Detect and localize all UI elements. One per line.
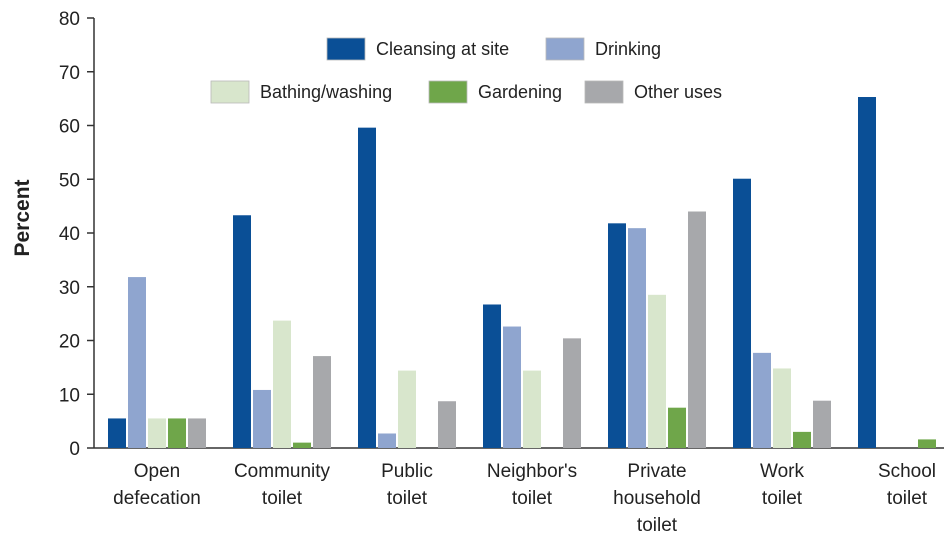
bar-other-uses-4 [688,211,706,448]
y-tick-label: 80 [59,9,80,30]
bar-cleansing-at-site-2 [358,127,376,449]
bar-other-uses-3 [563,338,581,448]
x-category-label: toilet [262,488,303,509]
x-category-label: toilet [762,488,803,509]
y-tick-label: 20 [59,332,80,353]
y-tick-label: 40 [59,224,80,245]
y-tick-label: 30 [59,278,80,299]
bar-gardening-4 [668,407,686,448]
x-category-label: Open [134,461,180,482]
legend-swatch [545,37,585,61]
x-category-label: toilet [637,515,678,533]
bar-drinking-3 [503,326,521,448]
x-category-label: Work [760,461,804,482]
legend-label: Cleansing at site [376,39,509,59]
x-category-label: Public [381,461,433,482]
bar-bathing-washing-4 [648,294,666,448]
x-category-label: toilet [887,488,928,509]
bar-other-uses-0 [188,418,206,448]
x-category-label: School [878,461,936,482]
bar-bathing-washing-0 [148,418,166,448]
bar-gardening-5 [793,431,811,448]
y-axis: 0 10 20 30 40 50 60 70 80 [59,9,95,460]
bar-bathing-washing-1 [273,320,291,448]
bar-other-uses-1 [313,356,331,448]
bar-cleansing-at-site-3 [483,304,501,448]
bar-drinking-0 [128,277,146,448]
bar-cleansing-at-site-6 [858,97,876,448]
bar-other-uses-2 [438,401,456,448]
bar-drinking-4 [628,228,646,448]
legend-swatch [428,80,468,104]
x-category-label: household [613,488,701,509]
x-category-label: defecation [113,488,201,509]
bar-cleansing-at-site-5 [733,178,751,448]
bar-other-uses-5 [813,400,831,448]
y-tick-label: 50 [59,170,80,191]
legend-swatch [326,37,366,61]
bars [108,97,936,449]
y-tick-label: 70 [59,63,80,84]
y-tick-label: 60 [59,117,80,138]
legend-label: Gardening [478,82,562,102]
bar-gardening-6 [918,439,936,448]
bar-drinking-1 [253,389,271,448]
bar-bathing-washing-3 [523,370,541,448]
bar-cleansing-at-site-0 [108,418,126,448]
y-tick-label: 0 [69,439,80,460]
legend-label: Drinking [595,39,661,59]
bar-gardening-1 [293,442,311,448]
x-category-label: toilet [387,488,428,509]
x-category-label: toilet [512,488,553,509]
legend: Cleansing at site Drinking Bathing/washing… [210,37,722,104]
y-axis-label: Percent [11,179,34,256]
legend-swatch [584,80,624,104]
legend-label: Other uses [634,82,722,102]
bar-cleansing-at-site-4 [608,223,626,448]
bar-drinking-5 [753,352,771,448]
bar-gardening-0 [168,418,186,448]
legend-swatch [210,80,250,104]
x-category-label: Neighbor's [487,461,577,482]
bar-drinking-2 [378,433,396,448]
category-labels: Open defecation Community toilet Public toile… [113,461,936,533]
bar-bathing-washing-2 [398,370,416,448]
legend-label: Bathing/washing [260,82,392,102]
bar-bathing-washing-5 [773,368,791,448]
bar-cleansing-at-site-1 [233,215,251,448]
x-category-label: Private [627,461,686,482]
y-tick-label: 10 [59,385,80,406]
x-category-label: Community [234,461,331,482]
